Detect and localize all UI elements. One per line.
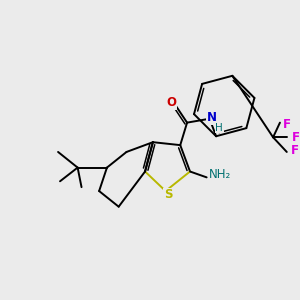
Text: S: S (164, 188, 173, 202)
Text: H: H (215, 122, 223, 133)
Text: F: F (292, 131, 300, 144)
Text: NH₂: NH₂ (209, 168, 231, 181)
Text: F: F (283, 118, 291, 131)
Text: N: N (206, 111, 217, 124)
Text: F: F (291, 145, 298, 158)
Text: O: O (167, 96, 176, 109)
